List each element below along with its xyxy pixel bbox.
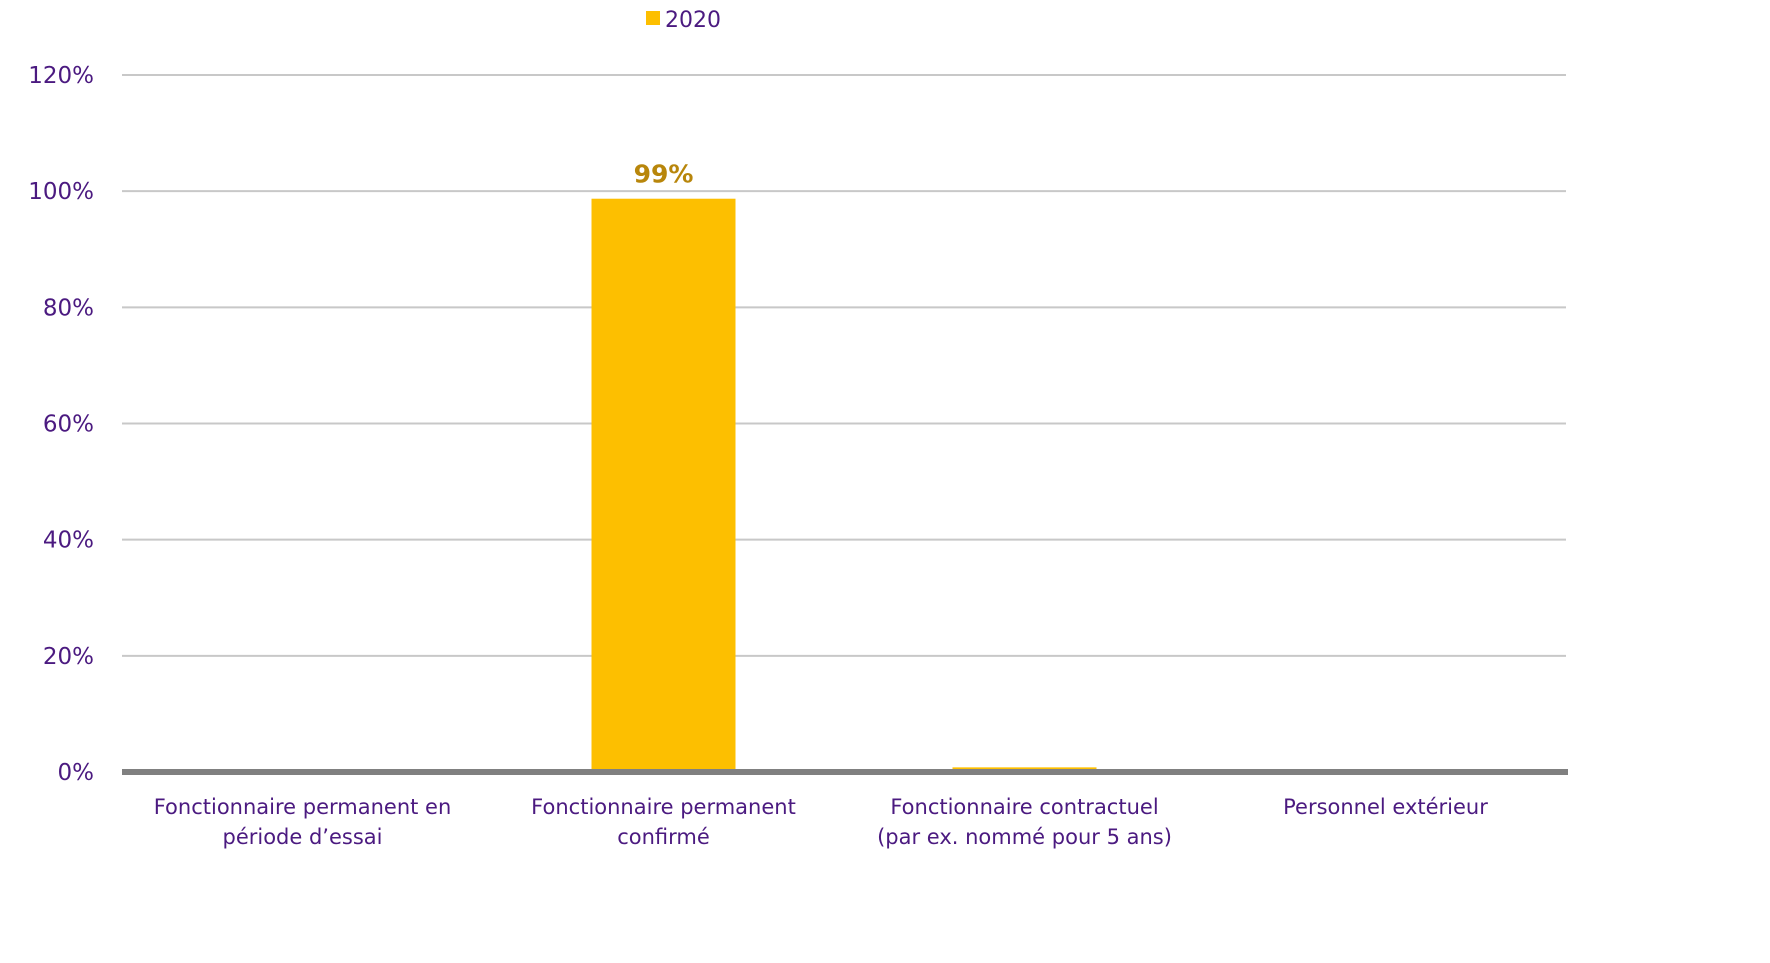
y-tick-label: 0% (58, 760, 95, 786)
data-label: 99% (634, 160, 694, 189)
legend-swatch (646, 11, 660, 25)
bars (591, 198, 1097, 772)
y-tick-label: 100% (28, 179, 94, 205)
legend-label: 2020 (665, 8, 721, 33)
y-tick-label: 80% (43, 295, 94, 321)
x-category-label-line: (par ex. nommé pour 5 ans) (877, 825, 1172, 849)
gridlines (122, 74, 1566, 657)
x-category-label: Fonctionnaire permanent confirmé (531, 795, 796, 849)
x-category-label-line: Fonctionnaire contractuel (890, 795, 1158, 819)
y-tick-label: 60% (43, 412, 94, 438)
y-tick-label: 20% (43, 644, 94, 670)
x-category-label-line: Fonctionnaire permanent (531, 795, 796, 819)
y-axis-tick-labels: 0% 20% 40% 60% 80% 100% 120% (28, 63, 94, 786)
y-tick-label: 120% (28, 63, 94, 89)
legend: 2020 (646, 8, 721, 33)
y-tick-label: 40% (43, 528, 94, 554)
x-axis-category-labels: Fonctionnaire permanent en période d’essa… (154, 795, 1489, 849)
x-category-label: Fonctionnaire permanent en période d’essa… (154, 795, 452, 849)
x-category-label-line: confirmé (617, 825, 710, 849)
bar-2 (591, 198, 736, 772)
data-labels: 99% (634, 160, 694, 189)
x-category-label-line: Fonctionnaire permanent en (154, 795, 452, 819)
x-category-label: Personnel extérieur (1283, 795, 1488, 819)
x-category-label-line: Personnel extérieur (1283, 795, 1488, 819)
x-category-label: Fonctionnaire contractuel (par ex. nommé … (877, 795, 1172, 849)
x-category-label-line: période d’essai (222, 825, 382, 849)
